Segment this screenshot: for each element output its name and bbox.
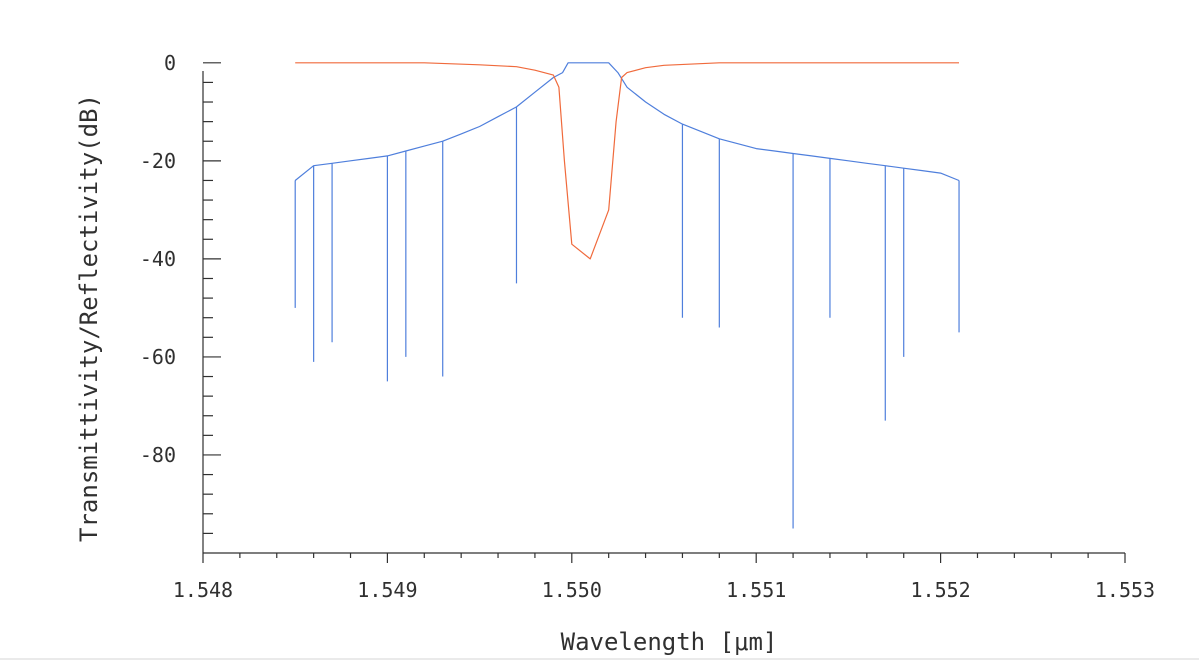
y-axis-label: Transmittivity/Reflectivity(dB): [75, 94, 103, 542]
series-line-0: [294, 62, 960, 182]
axes: 1.548 1.549 1.550 1.551 1.552 1.553 0 -20 -40 -60…: [140, 51, 1155, 602]
y-tick-label: -20: [140, 149, 176, 173]
y-tick-label: 0: [164, 51, 176, 75]
x-tick-label: 1.552: [910, 578, 970, 602]
x-tick-label: 1.551: [726, 578, 786, 602]
x-tick-label: 1.549: [357, 578, 417, 602]
x-tick-label: 1.548: [173, 578, 233, 602]
x-tick-label: 1.553: [1095, 578, 1155, 602]
series-line-1: [295, 62, 959, 260]
x-axis-label: Wavelength [μm]: [561, 628, 778, 656]
plot-area: [294, 62, 960, 529]
y-tick-label: -40: [140, 247, 176, 271]
y-tick-label: -80: [140, 443, 176, 467]
x-tick-label: 1.550: [542, 578, 602, 602]
y-tick-label: -60: [140, 345, 176, 369]
